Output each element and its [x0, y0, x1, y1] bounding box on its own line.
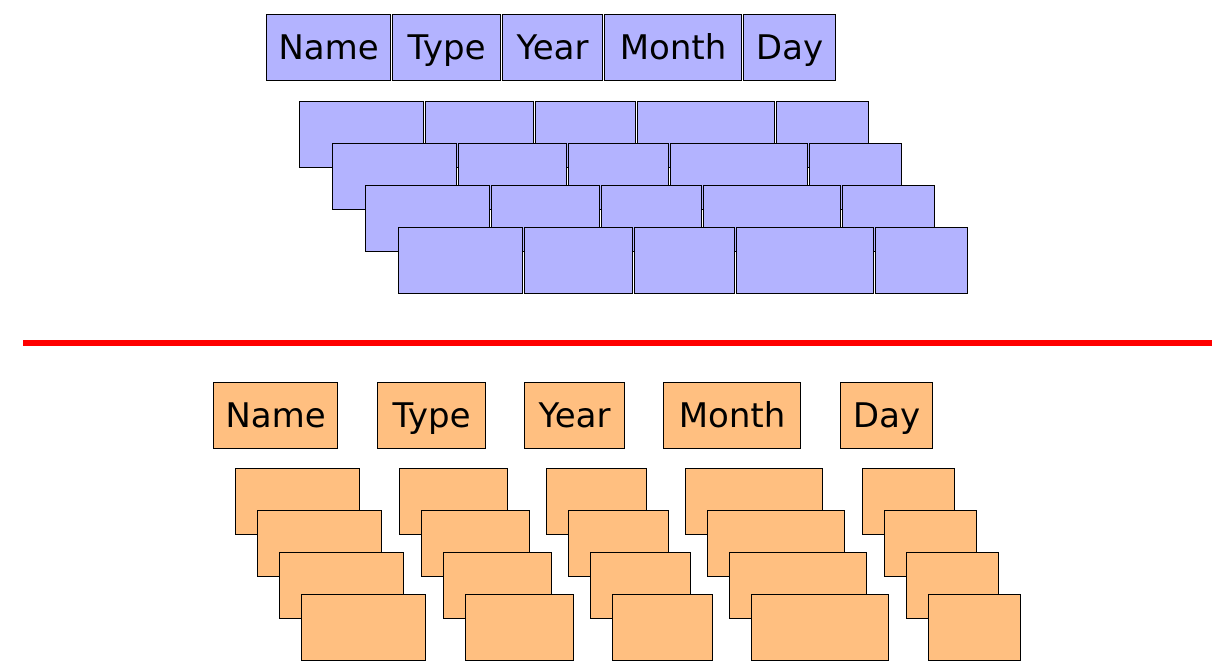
column-header-year: Year [524, 382, 625, 449]
row-header-month: Month [604, 14, 742, 81]
column-header-type: Type [377, 382, 486, 449]
column-header-day: Day [840, 382, 933, 449]
row-header-name: Name [266, 14, 391, 81]
row-record-4-name [398, 227, 523, 294]
column-header-name: Name [213, 382, 338, 449]
section-divider [23, 340, 1212, 346]
column-month-value-4 [751, 594, 889, 661]
row-header-year: Year [502, 14, 603, 81]
column-name-value-4 [301, 594, 426, 661]
column-type-value-4 [465, 594, 574, 661]
row-record-4-month [736, 227, 874, 294]
row-record-4-type [524, 227, 633, 294]
row-record-4-day [875, 227, 968, 294]
column-day-value-4 [928, 594, 1021, 661]
column-header-month: Month [663, 382, 801, 449]
row-header-type: Type [392, 14, 501, 81]
row-header-day: Day [743, 14, 836, 81]
row-record-4-year [634, 227, 735, 294]
column-year-value-4 [612, 594, 713, 661]
